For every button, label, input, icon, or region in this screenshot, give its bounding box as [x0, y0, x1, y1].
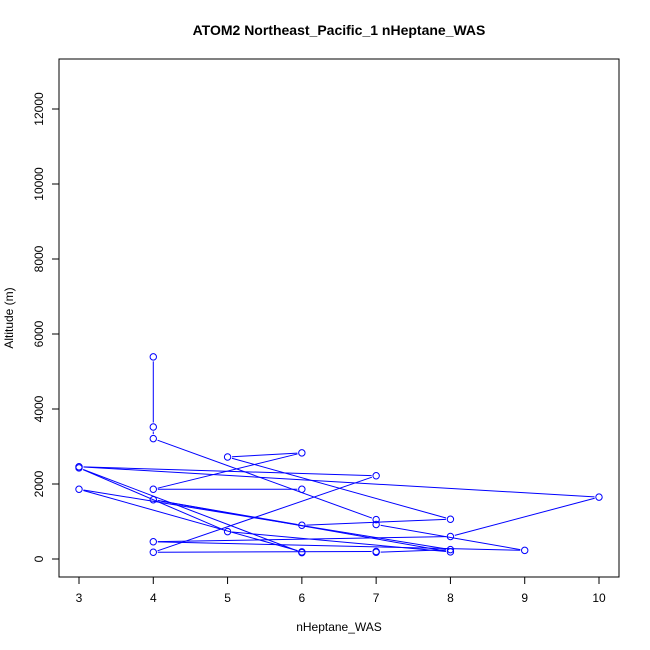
x-tick-label: 5: [224, 591, 231, 605]
data-point: [372, 520, 380, 529]
x-axis-label: nHeptane_WAS: [296, 620, 382, 634]
y-tick-label: 10000: [32, 167, 46, 201]
data-point: [521, 546, 529, 555]
x-tick-label: 10: [592, 591, 606, 605]
data-point: [446, 515, 455, 523]
series-segment: [83, 466, 595, 498]
y-tick-label: 0: [32, 555, 46, 562]
series-segment: [83, 489, 298, 552]
data-point: [298, 485, 306, 493]
series-segment: [157, 536, 446, 543]
data-point: [372, 515, 380, 524]
data-point: [223, 453, 232, 461]
series-segment: [380, 524, 521, 551]
series-segment: [157, 439, 373, 519]
data-point: [595, 493, 603, 501]
y-tick-label: 12000: [32, 92, 46, 126]
series-segment: [306, 518, 446, 526]
x-axis: 3 4 5 6 7 8 9 10: [76, 576, 606, 605]
data-point: [298, 548, 306, 557]
data-point: [223, 527, 232, 536]
data-point: [298, 521, 306, 529]
y-axis: 0 2000 4000 6000 8000 10000 12000: [32, 92, 60, 562]
series-segment: [157, 551, 372, 553]
data-point: [149, 496, 157, 504]
data-point: [149, 434, 157, 443]
x-tick-label: 6: [299, 591, 306, 605]
series-segment: [157, 476, 373, 552]
data-point: [446, 548, 455, 556]
series-segment: [157, 541, 521, 551]
x-tick-label: 7: [373, 591, 380, 605]
x-tick-label: 4: [150, 591, 157, 605]
data-point: [446, 532, 455, 541]
y-tick-label: 6000: [32, 320, 46, 347]
series-segment: [232, 452, 298, 458]
data-point: [75, 464, 83, 472]
series-0: [75, 353, 603, 557]
data-point: [149, 538, 157, 546]
data-point: [446, 545, 455, 554]
data-point: [372, 548, 380, 556]
x-tick-label: 9: [521, 591, 528, 605]
series-segment: [454, 497, 595, 536]
data-point: [75, 485, 83, 493]
data-point: [149, 548, 157, 556]
y-tick-label: 8000: [32, 245, 46, 272]
data-point: [149, 353, 157, 361]
y-tick-label: 2000: [32, 470, 46, 497]
series-segment: [157, 500, 298, 525]
data-point: [372, 472, 380, 480]
y-tick-label: 4000: [32, 395, 46, 422]
series-segment: [83, 469, 298, 552]
chart-title: ATOM2 Northeast_Pacific_1 nHeptane_WAS: [193, 22, 486, 38]
series-segment: [231, 457, 447, 519]
y-axis-label: Altitude (m): [2, 287, 16, 348]
data-point: [149, 485, 157, 493]
x-tick-label: 3: [76, 591, 83, 605]
series-layer: [75, 353, 603, 557]
x-tick-label: 8: [447, 591, 454, 605]
series-segment: [232, 531, 446, 552]
data-point: [298, 449, 306, 457]
data-point: [149, 423, 157, 431]
series-segment: [82, 469, 224, 531]
series-segment: [157, 453, 298, 489]
